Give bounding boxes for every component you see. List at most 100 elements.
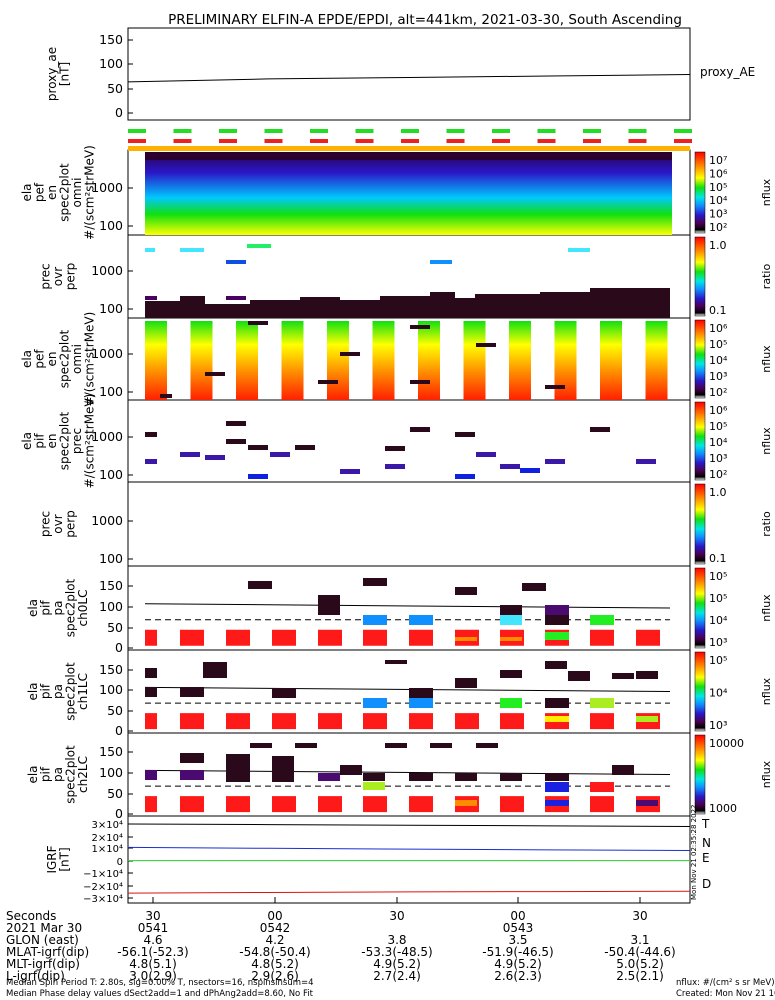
y-axis-label: ela (26, 765, 40, 783)
bottom-row-value: 30 (145, 909, 160, 923)
colorbar-tick-label: 10⁶ (709, 404, 728, 417)
colorbar (694, 319, 706, 399)
pa-bin (500, 796, 524, 813)
pa-bin (455, 637, 477, 641)
pa-bin (430, 743, 452, 748)
y-axis-label: [nT] (57, 847, 71, 871)
pa-bin (363, 713, 387, 730)
pa-bin (363, 782, 385, 790)
y-axis-label: ela (26, 682, 40, 700)
bottom-row-value: 30 (389, 909, 404, 923)
colorbar-tick-label: 10⁴ (709, 687, 728, 700)
spin-marker-red (537, 139, 556, 143)
bottom-row-label: MLAT-igrf(dip) (6, 945, 89, 959)
pa-bin (226, 754, 250, 782)
colorbar-tick-label: 10³ (709, 719, 727, 732)
colorbar-unit-label: nflux (760, 345, 773, 373)
pa-bin (568, 671, 590, 681)
spin-marker-green (401, 129, 419, 133)
bottom-row-value: -53.3(-48.5) (361, 945, 432, 959)
colorbar-unit-label: nflux (760, 677, 773, 705)
pa-bin (590, 782, 614, 792)
spin-marker-red (128, 139, 146, 143)
y-tick-label: 150 (99, 32, 123, 47)
y-axis-label: spec2plot (64, 662, 78, 721)
colorbar-tick-label: 10⁵ (709, 654, 727, 667)
pa-bin (250, 743, 272, 748)
y-axis-label: en (45, 434, 59, 449)
pa-bin (545, 698, 569, 708)
y-tick-label: −1×10⁴ (83, 869, 123, 880)
spin-marker-red (674, 139, 692, 143)
colorbar-tick-label: 10³ (709, 208, 727, 221)
bottom-row-value: 4.8(5.2) (251, 957, 299, 971)
footer-nflux-unit: nflux: #/(cm² s sr MeV) (676, 978, 775, 988)
y-axis-label: pif (39, 766, 53, 782)
y-axis-label: prec (70, 428, 84, 454)
bottom-row-value: 00 (267, 909, 282, 923)
pa-bin (272, 688, 296, 698)
y-tick-label: 0 (115, 105, 123, 120)
y-tick-label: 0 (115, 723, 123, 738)
y-axis-label: omni (70, 178, 84, 208)
plot-panels: 150100500proxy_ae[nT]1000100elapefenspec… (20, 27, 691, 905)
bottom-row-value: 4.2 (265, 933, 284, 947)
colorbar-tick-label: 1000 (709, 802, 737, 815)
spectrogram-omni (145, 152, 672, 235)
spectrogram-column (554, 321, 577, 400)
colorbar-tick-label: 10⁶ (709, 322, 728, 335)
pa-bin (226, 629, 250, 646)
pif-bin (248, 445, 268, 450)
pa-bin (455, 587, 477, 595)
colorbar-tick-label: 0.1 (709, 304, 727, 317)
bottom-row-value: 0541 (138, 921, 169, 935)
pa-bin (409, 688, 433, 698)
y-tick-label: 1×10⁴ (92, 844, 123, 855)
pa-bin (272, 796, 296, 813)
pa-bin (248, 581, 272, 589)
pa-bin (272, 629, 296, 646)
y-axis-label: pef (32, 182, 46, 202)
colorbar-tick-label: 10³ (709, 636, 727, 649)
bottom-row-value: 4.6 (143, 933, 162, 947)
spectrogram-dark-bin (476, 343, 496, 347)
pa-bin (318, 595, 340, 615)
spin-marker-red (355, 139, 374, 143)
y-tick-label: 0 (115, 640, 123, 655)
y-tick-label: 100 (99, 56, 123, 71)
spin-marker-red (492, 139, 510, 143)
ratio-block (247, 244, 271, 248)
pa-bin (363, 615, 387, 625)
spectrogram-dark-bin (340, 352, 360, 356)
y-axis-label: spec2plot (57, 411, 71, 470)
bottom-row-value: -56.1(-52.3) (117, 945, 188, 959)
pa-bin (455, 678, 477, 688)
y-axis-label: prec (39, 263, 53, 289)
pa-bin (318, 773, 340, 781)
y-axis-label: ovr (51, 267, 65, 286)
y-tick-label: 50 (107, 703, 123, 718)
pa-bin (340, 765, 362, 775)
spectrogram-column (145, 321, 167, 400)
spin-marker-green (219, 129, 237, 133)
pa-bin (272, 756, 294, 782)
pa-bin (363, 773, 385, 781)
pif-bin (476, 452, 496, 457)
pif-bin (180, 452, 200, 457)
y-tick-label: 100 (99, 384, 123, 399)
spectrogram-column (600, 321, 622, 400)
pa-bin (545, 605, 569, 615)
colorbar-tick-label: 10³ (709, 452, 727, 465)
pif-bin (205, 455, 225, 460)
y-tick-label: 150 (99, 744, 123, 759)
colorbar-tick-label: 10⁵ (709, 570, 727, 583)
y-axis-label: ovr (51, 514, 65, 533)
bottom-row-label: 2021 Mar 30 (6, 921, 82, 935)
pa-bin (545, 800, 569, 806)
bottom-row-value: 4.9(5.2) (494, 957, 542, 971)
pif-bin (295, 445, 315, 450)
pif-bin (455, 432, 475, 437)
pa-bin (590, 713, 614, 730)
igrf-legend-T: T (701, 817, 710, 831)
